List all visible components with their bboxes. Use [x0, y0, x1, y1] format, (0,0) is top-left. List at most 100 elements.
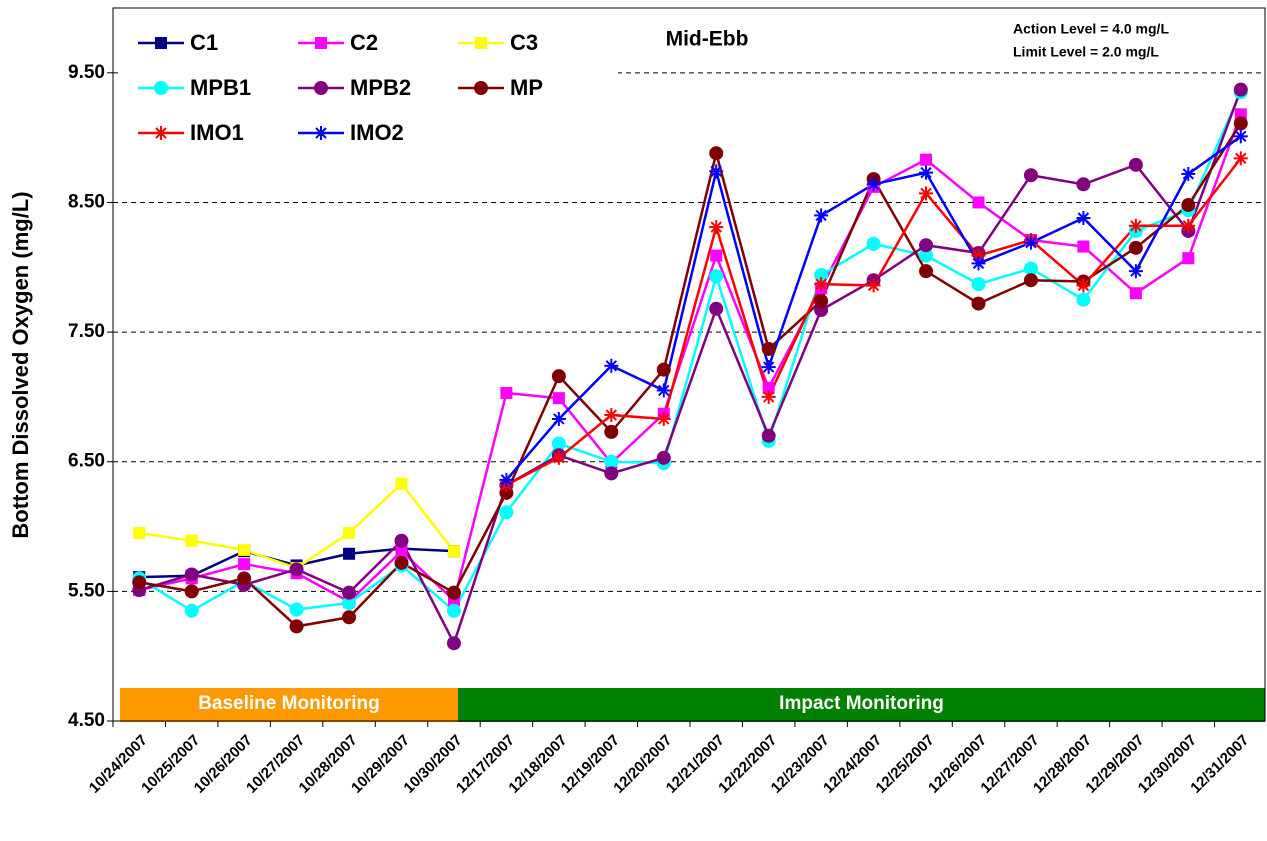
- series-line: [139, 122, 1242, 628]
- legend-label: C3: [510, 30, 538, 55]
- marker: [552, 392, 565, 405]
- marker: [238, 543, 251, 556]
- marker: [971, 296, 986, 311]
- plot-frame: [112, 7, 1266, 722]
- marker: [184, 567, 199, 582]
- series-line: [138, 113, 1242, 604]
- marker: [919, 238, 934, 253]
- marker: [551, 369, 566, 384]
- marker: [1233, 129, 1248, 144]
- marker: [1181, 198, 1196, 213]
- marker: [971, 256, 986, 271]
- phase-label: Impact Monitoring: [779, 693, 944, 714]
- marker: [499, 472, 514, 487]
- marker: [289, 602, 304, 617]
- marker: [656, 411, 671, 426]
- marker: [343, 547, 356, 560]
- y-axis-label: Bottom Dissolved Oxygen (mg/L): [8, 191, 33, 538]
- annotation: Action Level = 4.0 mg/L: [1013, 21, 1169, 37]
- marker: [395, 477, 408, 490]
- marker: [394, 533, 409, 548]
- marker: [238, 558, 251, 571]
- marker: [656, 450, 671, 465]
- marker: [237, 571, 252, 586]
- marker: [1128, 218, 1143, 233]
- marker: [604, 408, 619, 423]
- marker: [1023, 273, 1038, 288]
- marker: [315, 37, 327, 49]
- series-line: [138, 89, 1242, 647]
- marker: [184, 603, 199, 618]
- marker: [604, 424, 619, 439]
- marker: [1023, 168, 1038, 183]
- marker: [656, 383, 671, 398]
- legend-label: MPB2: [350, 75, 411, 100]
- marker: [154, 81, 168, 95]
- marker: [814, 208, 829, 223]
- marker: [971, 277, 986, 292]
- marker: [1233, 116, 1248, 131]
- marker: [814, 277, 829, 292]
- marker: [289, 562, 304, 577]
- marker: [394, 555, 409, 570]
- marker: [132, 575, 147, 590]
- marker: [761, 360, 776, 375]
- marker: [395, 545, 408, 558]
- marker: [314, 126, 328, 140]
- marker: [184, 584, 199, 599]
- marker: [154, 126, 168, 140]
- marker: [475, 37, 487, 49]
- marker: [1128, 157, 1143, 172]
- marker: [762, 381, 775, 394]
- annotation: Limit Level = 2.0 mg/L: [1013, 44, 1159, 60]
- y-tick-label: 8.50: [68, 191, 105, 212]
- y-tick-label: 6.50: [68, 451, 105, 472]
- marker: [446, 603, 461, 618]
- marker: [446, 585, 461, 600]
- legend-label: C2: [350, 30, 378, 55]
- marker: [604, 454, 619, 469]
- marker: [1182, 252, 1195, 265]
- chart-title: Mid-Ebb: [666, 28, 749, 51]
- marker: [1076, 292, 1091, 307]
- marker: [499, 505, 514, 520]
- marker: [185, 534, 198, 547]
- marker: [920, 153, 933, 166]
- y-tick-label: 7.50: [68, 321, 105, 342]
- marker: [342, 585, 357, 600]
- y-tick-label: 5.50: [68, 580, 105, 601]
- marker: [814, 293, 829, 308]
- marker: [919, 165, 934, 180]
- marker: [1233, 82, 1248, 97]
- marker: [342, 610, 357, 625]
- marker: [709, 164, 724, 179]
- marker: [709, 146, 724, 161]
- marker: [446, 636, 461, 651]
- marker: [1077, 240, 1090, 253]
- legend-label: C1: [190, 30, 218, 55]
- marker: [1128, 264, 1143, 279]
- marker: [1076, 211, 1091, 226]
- phase-label: Baseline Monitoring: [198, 693, 380, 714]
- marker: [551, 411, 566, 426]
- marker: [761, 341, 776, 356]
- y-tick-label: 4.50: [68, 710, 105, 731]
- phase-band: [458, 688, 1265, 722]
- marker: [710, 249, 723, 262]
- legend-label: MPB1: [190, 75, 251, 100]
- marker: [342, 596, 357, 611]
- marker: [761, 389, 776, 404]
- marker: [1129, 287, 1142, 300]
- marker: [500, 387, 513, 400]
- marker: [919, 186, 934, 201]
- marker: [604, 466, 619, 481]
- marker: [604, 358, 619, 373]
- marker: [1023, 261, 1038, 276]
- marker: [289, 619, 304, 634]
- legend-label: IMO2: [350, 120, 404, 145]
- marker: [1128, 240, 1143, 255]
- marker: [551, 436, 566, 451]
- marker: [972, 196, 985, 209]
